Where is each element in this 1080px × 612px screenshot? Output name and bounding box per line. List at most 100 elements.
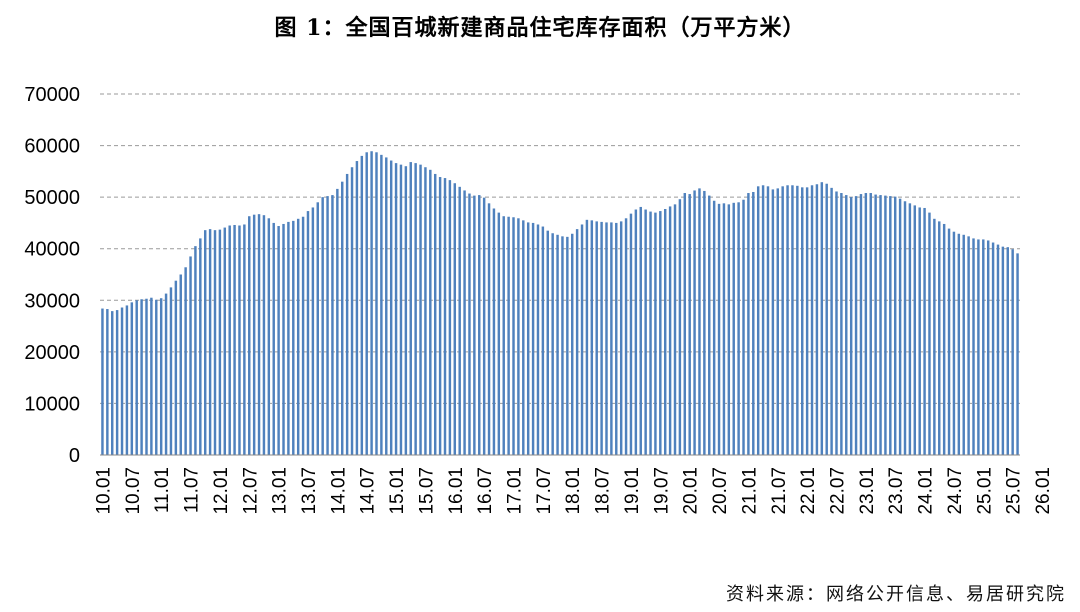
bar (296, 218, 300, 455)
x-tick-label: 11.01 (152, 467, 173, 513)
bar (610, 222, 613, 455)
bar (756, 186, 760, 455)
y-tick-label: 40000 (24, 239, 80, 261)
bar (272, 222, 275, 455)
bar (546, 230, 549, 455)
x-tick-label: 17.01 (505, 467, 526, 515)
bar (986, 240, 990, 455)
x-tick-label: 12.07 (240, 467, 261, 515)
bar (277, 226, 280, 455)
bar (820, 182, 824, 455)
x-tick-label: 26.01 (1033, 467, 1054, 515)
x-tick-label: 25.07 (1004, 467, 1025, 515)
bar (331, 195, 334, 455)
bar (884, 195, 887, 455)
bar (360, 155, 364, 455)
bar (169, 287, 173, 455)
bar (150, 297, 153, 455)
x-tick-label: 13.07 (299, 467, 320, 515)
x-tick-label: 19.01 (622, 467, 643, 515)
bar (854, 196, 858, 456)
bar (492, 208, 496, 455)
bar (727, 204, 731, 455)
bar (179, 274, 182, 455)
bar (840, 193, 843, 455)
x-tick-label: 16.07 (475, 467, 496, 515)
bar (399, 164, 403, 455)
bar (571, 233, 574, 455)
bar (257, 214, 261, 455)
bar (947, 228, 951, 455)
x-tick-label: 14.01 (328, 467, 349, 515)
bar (145, 298, 148, 455)
y-tick-label: 50000 (24, 187, 80, 209)
bar (458, 186, 461, 455)
x-tick-label: 18.01 (563, 467, 584, 515)
bar (248, 216, 251, 455)
bar (223, 227, 227, 455)
bar (766, 186, 770, 455)
bar (575, 229, 579, 455)
x-tick-label: 23.07 (886, 467, 907, 515)
bar (194, 246, 197, 455)
bars (101, 151, 1019, 456)
bar (957, 233, 961, 455)
bar (203, 230, 207, 455)
bar (321, 197, 324, 455)
bar (996, 244, 1000, 455)
bar (942, 223, 946, 455)
bar (497, 212, 501, 455)
bar (341, 181, 344, 456)
bar (443, 178, 447, 455)
bar (898, 198, 902, 455)
bar (218, 229, 222, 455)
bar (301, 216, 305, 455)
bar (526, 222, 530, 455)
bar (473, 195, 476, 455)
bar (659, 211, 662, 455)
bar (389, 160, 393, 455)
bar (208, 229, 212, 455)
bar (903, 201, 907, 455)
bar (512, 217, 515, 455)
bar (370, 151, 373, 456)
x-tick-label: 16.01 (446, 467, 467, 515)
bar (629, 213, 633, 455)
bar (282, 223, 285, 455)
bar (536, 224, 540, 455)
bar (404, 166, 408, 455)
bar (350, 167, 354, 456)
x-tick-label: 22.07 (827, 467, 848, 515)
bar (698, 188, 701, 455)
bar (771, 189, 775, 455)
bar (830, 187, 833, 456)
bar (938, 221, 941, 455)
bar (796, 185, 799, 456)
bar (115, 310, 119, 455)
bar (849, 197, 853, 455)
bar (678, 199, 682, 455)
bar (624, 218, 628, 455)
x-tick-label: 24.07 (945, 467, 966, 515)
bar (825, 183, 828, 456)
bar (336, 188, 339, 455)
bar (737, 202, 740, 455)
bar (140, 299, 143, 455)
bar (385, 157, 388, 455)
bar (345, 173, 349, 455)
bar (101, 308, 104, 455)
bar (448, 180, 452, 455)
bar (918, 207, 921, 455)
bar (595, 221, 598, 455)
bar (541, 226, 545, 455)
bar (928, 212, 931, 455)
x-tick-label: 21.01 (739, 467, 760, 515)
bar (747, 193, 750, 455)
x-tick-label: 15.01 (387, 467, 408, 515)
bar (703, 190, 706, 455)
bar (551, 233, 554, 455)
bar (292, 220, 295, 455)
bar (972, 238, 975, 455)
bar (869, 193, 872, 455)
